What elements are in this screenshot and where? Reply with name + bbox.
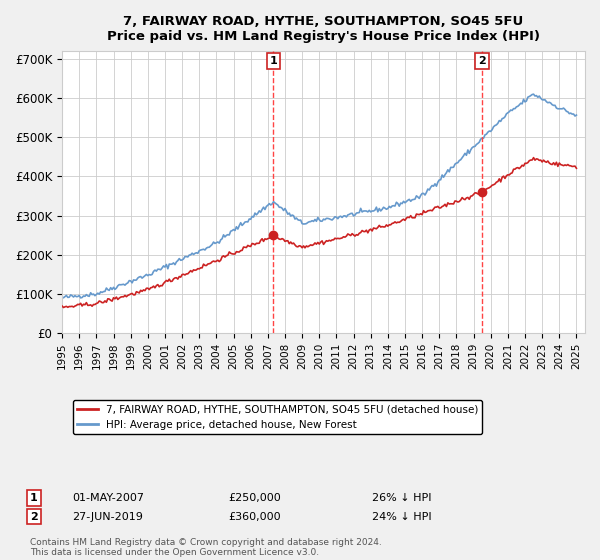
Title: 7, FAIRWAY ROAD, HYTHE, SOUTHAMPTON, SO45 5FU
Price paid vs. HM Land Registry's : 7, FAIRWAY ROAD, HYTHE, SOUTHAMPTON, SO4… — [107, 15, 540, 43]
Text: 1: 1 — [30, 493, 38, 503]
Text: 2: 2 — [30, 512, 38, 522]
Text: 01-MAY-2007: 01-MAY-2007 — [72, 493, 144, 503]
Text: £250,000: £250,000 — [228, 493, 281, 503]
Text: Contains HM Land Registry data © Crown copyright and database right 2024.
This d: Contains HM Land Registry data © Crown c… — [30, 538, 382, 557]
Text: 2: 2 — [478, 56, 486, 66]
Text: 27-JUN-2019: 27-JUN-2019 — [72, 512, 143, 522]
Text: 26% ↓ HPI: 26% ↓ HPI — [372, 493, 431, 503]
Legend: 7, FAIRWAY ROAD, HYTHE, SOUTHAMPTON, SO45 5FU (detached house), HPI: Average pri: 7, FAIRWAY ROAD, HYTHE, SOUTHAMPTON, SO4… — [73, 400, 482, 434]
Text: 1: 1 — [269, 56, 277, 66]
Text: 24% ↓ HPI: 24% ↓ HPI — [372, 512, 431, 522]
Text: £360,000: £360,000 — [228, 512, 281, 522]
